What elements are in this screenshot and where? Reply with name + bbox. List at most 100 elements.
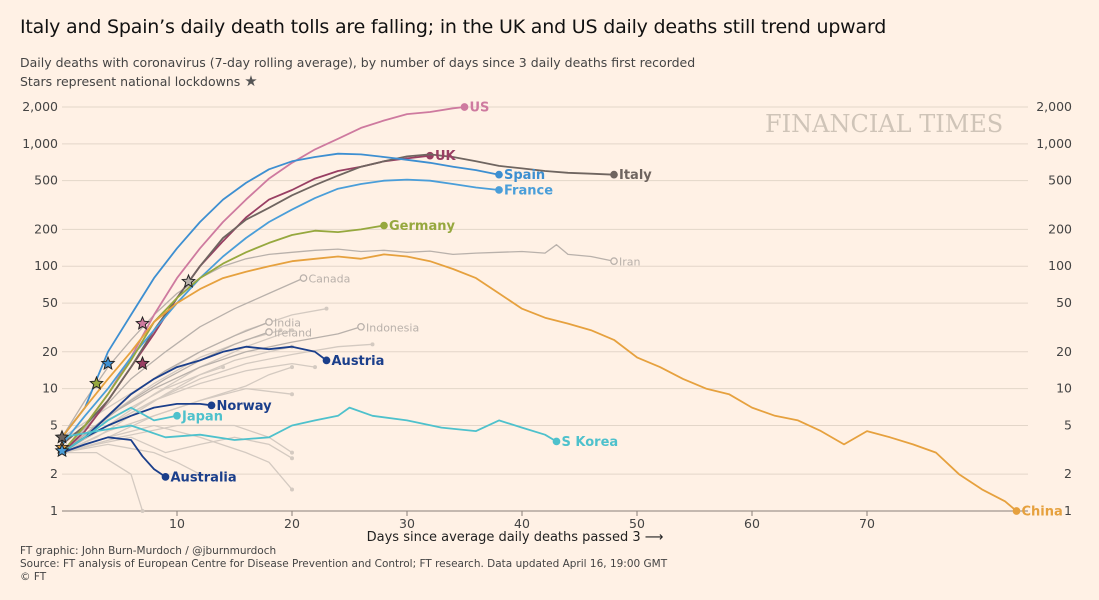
footer-credit: FT graphic: John Burn-Murdoch / @jburnmu…	[20, 545, 277, 557]
y-tick-label: 500	[34, 173, 58, 188]
subtitle-line-2: Stars represent national lockdowns ★	[20, 72, 695, 91]
series-end-point-s-korea	[552, 437, 561, 446]
series-line-china	[61, 253, 1018, 512]
background-series-end	[278, 328, 283, 333]
chart-footer: FT graphic: John Burn-Murdoch / @jburnmu…	[20, 545, 667, 584]
series-label-china: China	[1022, 505, 1063, 520]
background-series-line	[61, 436, 293, 459]
background-series-end	[290, 392, 294, 397]
series-label-india: India	[274, 317, 301, 330]
y-tick-label-right: 5	[1064, 417, 1072, 432]
series-line-canada	[61, 277, 304, 454]
series-label-indonesia: Indonesia	[366, 321, 419, 334]
background-series-end	[324, 306, 329, 311]
series-end-point-us	[460, 103, 469, 111]
series-label-france: France	[504, 183, 553, 198]
x-tick-label: 20	[284, 516, 300, 531]
y-tick-label: 2	[50, 466, 58, 481]
series-line-indonesia	[61, 326, 362, 454]
x-tick-label: 50	[629, 516, 645, 531]
series-end-point-austria	[322, 356, 331, 365]
chart-title: Italy and Spain’s daily death tolls are …	[20, 16, 887, 38]
lockdown-star-icon	[54, 443, 70, 458]
y-tick-label: 10	[42, 381, 58, 396]
series-label-norway: Norway	[217, 399, 273, 414]
y-tick-label-right: 2,000	[1036, 99, 1072, 114]
series-label-australia: Australia	[171, 470, 237, 485]
footer-copyright: © FT	[20, 571, 47, 583]
series-label-italy: Italy	[619, 168, 652, 183]
series-line-australia	[61, 436, 167, 478]
series-end-point-india	[265, 318, 273, 326]
chart-subtitle: Daily deaths with coronavirus (7-day rol…	[20, 54, 695, 91]
background-series-end	[290, 487, 294, 492]
series-label-canada: Canada	[309, 273, 351, 286]
x-tick-label: 10	[169, 516, 185, 531]
series-label-austria: Austria	[332, 354, 385, 369]
background-series-end	[370, 342, 375, 347]
background-series-end	[290, 450, 294, 455]
series-label-us: US	[470, 101, 490, 116]
footer-source: Source: FT analysis of European Centre f…	[20, 558, 668, 570]
background-series-line	[61, 366, 293, 454]
x-tick-label: 40	[514, 516, 530, 531]
background-series-line	[62, 451, 144, 512]
subtitle-stars-text: Stars represent national lockdowns	[20, 74, 241, 89]
series-label-s-korea: S Korea	[562, 435, 619, 450]
background-series-end	[221, 365, 225, 370]
star-icon: ★	[244, 72, 258, 90]
background-series-end	[290, 328, 294, 333]
series-end-point-france	[495, 186, 503, 194]
ft-watermark: FINANCIAL TIMES	[765, 110, 1003, 138]
background-series-end	[290, 365, 294, 370]
series-end-point-germany	[380, 221, 388, 230]
x-tick-label: 30	[399, 516, 415, 531]
series-line-s-korea	[61, 406, 557, 443]
background-series-end	[290, 456, 294, 461]
series-end-point-ireland	[265, 328, 273, 336]
series-end-point-italy	[610, 170, 618, 179]
background-series-line	[61, 366, 224, 438]
series-line-iran	[61, 244, 615, 438]
y-tick-label: 200	[34, 221, 58, 236]
series-line-austria	[61, 345, 328, 454]
lockdown-star-icon	[89, 375, 104, 390]
background-series-end	[198, 472, 202, 477]
y-tick-label: 5	[50, 417, 58, 432]
series-line-japan	[61, 406, 178, 454]
series-label-japan: Japan	[181, 409, 223, 424]
series-label-ireland: Ireland	[274, 327, 312, 340]
y-tick-label: 50	[42, 295, 58, 310]
series-layer	[61, 103, 1021, 515]
x-tick-label: 60	[744, 516, 760, 531]
series-end-point-iran	[610, 257, 618, 266]
x-axis-title: Days since average daily deaths passed 3…	[367, 530, 664, 545]
series-label-uk: UK	[435, 149, 457, 164]
y-tick-label-right: 2	[1064, 466, 1072, 481]
y-tick-label: 1,000	[22, 136, 58, 151]
x-tick-label: 70	[859, 516, 875, 531]
lockdown-star-icon	[135, 315, 150, 330]
y-tick-label: 1	[50, 503, 58, 518]
y-tick-label-right: 1	[1064, 503, 1072, 518]
series-end-point-canada	[299, 274, 308, 282]
series-label-spain: Spain	[504, 168, 545, 183]
y-tick-label-right: 200	[1048, 221, 1072, 236]
subtitle-line-1: Daily deaths with coronavirus (7-day rol…	[20, 55, 696, 70]
series-end-point-indonesia	[357, 322, 365, 331]
y-tick-label: 2,000	[22, 99, 58, 114]
series-end-point-china	[1012, 507, 1021, 515]
series-end-point-australia	[161, 473, 170, 481]
y-tick-label-right: 10	[1056, 381, 1072, 396]
lockdown-star-icon	[135, 355, 150, 370]
series-label-germany: Germany	[389, 219, 455, 234]
y-tick-label: 20	[42, 344, 58, 359]
series-line-spain	[61, 152, 500, 438]
y-tick-label-right: 1,000	[1036, 136, 1072, 151]
series-end-point-spain	[495, 170, 503, 179]
y-tick-label-right: 50	[1056, 295, 1072, 310]
lockdown-star-icon	[181, 273, 196, 288]
